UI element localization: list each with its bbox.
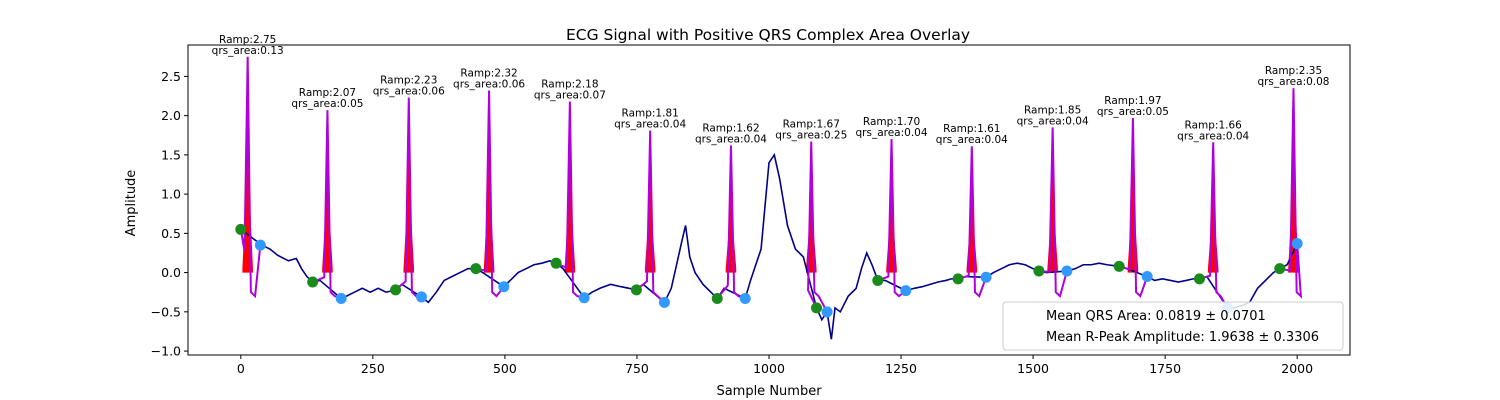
qrs-onset-marker xyxy=(1274,263,1286,275)
r-peak-amplitude-label: Ramp:1.85 xyxy=(1024,104,1081,116)
r-peak-amplitude-label: Ramp:1.62 xyxy=(702,122,759,134)
qrs-area-label: qrs_area:0.06 xyxy=(373,86,445,98)
plot-area: Ramp:2.75qrs_area:0.13Ramp:2.07qrs_area:… xyxy=(212,34,1330,340)
qrs-complex-line xyxy=(957,146,988,298)
qrs-onset-marker xyxy=(390,284,402,296)
qrs-complex-line xyxy=(1038,127,1068,298)
y-tick-label: 0.5 xyxy=(161,226,181,241)
x-axis: 0 250 500 750 1000 1250 1500 1750 2000 xyxy=(237,355,1313,376)
qrs-complex-line xyxy=(716,145,746,300)
r-peak-amplitude-label: Ramp:2.32 xyxy=(460,68,517,80)
qrs-onset-marker xyxy=(811,302,823,314)
qrs-area-label: qrs_area:0.06 xyxy=(453,79,525,91)
x-tick-label: 500 xyxy=(493,361,517,376)
r-peak-amplitude-label: Ramp:1.70 xyxy=(863,116,920,128)
qrs-offset-marker xyxy=(498,281,510,293)
qrs-onset-marker xyxy=(952,273,964,285)
y-tick-label: −1.0 xyxy=(151,344,181,359)
x-tick-label: 1250 xyxy=(885,361,917,376)
y-tick-label: 1.0 xyxy=(161,187,181,202)
qrs-onset-marker xyxy=(711,292,723,304)
x-tick-label: 1000 xyxy=(753,361,785,376)
legend-entry-qrs-area: Mean QRS Area: 0.0819 ± 0.0701 xyxy=(1046,309,1266,324)
r-peak-amplitude-label: Ramp:2.23 xyxy=(380,75,437,87)
qrs-complex-line xyxy=(239,56,262,299)
qrs-area-label: qrs_area:0.05 xyxy=(291,98,363,110)
qrs-area-label: qrs_area:0.04 xyxy=(1017,115,1089,127)
x-tick-label: 1750 xyxy=(1149,361,1181,376)
qrs-onset-marker xyxy=(1113,260,1125,272)
qrs-onset-marker xyxy=(550,257,562,269)
qrs-complex-line xyxy=(635,130,666,304)
r-peak-amplitude-label: Ramp:1.67 xyxy=(783,119,840,131)
qrs-offset-marker xyxy=(1061,265,1073,277)
qrs-offset-marker xyxy=(739,292,751,304)
qrs-offset-marker xyxy=(578,292,590,304)
x-axis-label: Sample Number xyxy=(716,384,822,399)
qrs-complex-line xyxy=(1279,88,1303,299)
qrs-offset-marker xyxy=(254,239,266,251)
y-axis-label: Amplitude xyxy=(124,170,139,237)
qrs-onset-marker xyxy=(1193,273,1205,285)
r-peak-amplitude-label: Ramp:2.35 xyxy=(1265,65,1322,77)
qrs-onset-marker xyxy=(307,276,319,288)
qrs-complex-line xyxy=(877,139,907,298)
qrs-area-label: qrs_area:0.04 xyxy=(695,133,767,145)
qrs-onset-marker xyxy=(1033,265,1045,277)
r-peak-amplitude-label: Ramp:1.81 xyxy=(622,108,679,120)
qrs-complex-line xyxy=(555,101,585,299)
legend-entry-r-peak-amplitude: Mean R-Peak Amplitude: 1.9638 ± 0.3306 xyxy=(1046,330,1319,345)
qrs-onset-marker xyxy=(872,274,884,286)
legend-box xyxy=(1002,301,1344,351)
qrs-area-label: qrs_area:0.04 xyxy=(614,119,686,131)
qrs-offset-marker xyxy=(1291,238,1303,250)
qrs-onset-marker xyxy=(630,284,642,296)
qrs-complex-line xyxy=(1118,117,1149,298)
x-tick-label: 1500 xyxy=(1017,361,1049,376)
y-tick-label: 2.0 xyxy=(161,108,181,123)
qrs-onset-marker xyxy=(235,223,247,235)
qrs-complex-line xyxy=(475,90,505,298)
qrs-area-label: qrs_area:0.25 xyxy=(775,130,847,142)
y-axis: −1.0 −0.5 0.0 0.5 1.0 1.5 2.0 2.5 xyxy=(151,69,188,359)
qrs-complex-line xyxy=(807,141,828,313)
x-tick-label: 0 xyxy=(237,361,245,376)
qrs-offset-marker xyxy=(900,285,912,297)
qrs-area-label: qrs_area:0.13 xyxy=(212,45,284,57)
qrs-area-label: qrs_area:0.08 xyxy=(1257,76,1329,88)
x-tick-label: 250 xyxy=(361,361,385,376)
qrs-offset-marker xyxy=(980,271,992,283)
y-tick-label: 0.0 xyxy=(161,265,181,280)
y-tick-label: 2.5 xyxy=(161,69,181,84)
qrs-offset-marker xyxy=(821,306,833,318)
qrs-area-label: qrs_area:0.04 xyxy=(856,127,928,139)
chart-title: ECG Signal with Positive QRS Complex Are… xyxy=(566,26,970,44)
qrs-area-label: qrs_area:0.04 xyxy=(936,134,1008,146)
qrs-complex-line xyxy=(312,110,342,300)
r-peak-amplitude-label: Ramp:1.66 xyxy=(1185,119,1243,131)
qrs-area-label: qrs_area:0.05 xyxy=(1097,106,1169,118)
qrs-offset-marker xyxy=(658,296,670,308)
x-tick-label: 750 xyxy=(625,361,649,376)
r-peak-amplitude-label: Ramp:2.18 xyxy=(541,79,598,91)
qrs-area-label: qrs_area:0.07 xyxy=(534,90,606,102)
r-peak-amplitude-label: Ramp:1.97 xyxy=(1104,95,1161,107)
qrs-offset-marker xyxy=(415,291,427,303)
qrs-onset-marker xyxy=(470,263,482,275)
legend: Mean QRS Area: 0.0819 ± 0.0701 Mean R-Pe… xyxy=(1002,301,1344,351)
r-peak-amplitude-label: Ramp:1.61 xyxy=(943,123,1000,135)
qrs-area-label: qrs_area:0.04 xyxy=(1177,130,1249,142)
qrs-offset-marker xyxy=(1141,271,1153,283)
y-tick-label: 1.5 xyxy=(161,147,181,162)
x-tick-label: 2000 xyxy=(1281,361,1313,376)
r-peak-amplitude-label: Ramp:2.07 xyxy=(299,87,356,99)
r-peak-amplitude-label: Ramp:2.75 xyxy=(219,34,276,46)
y-tick-label: −0.5 xyxy=(151,304,181,319)
qrs-complex-line xyxy=(1199,142,1229,309)
qrs-offset-marker xyxy=(335,292,347,304)
